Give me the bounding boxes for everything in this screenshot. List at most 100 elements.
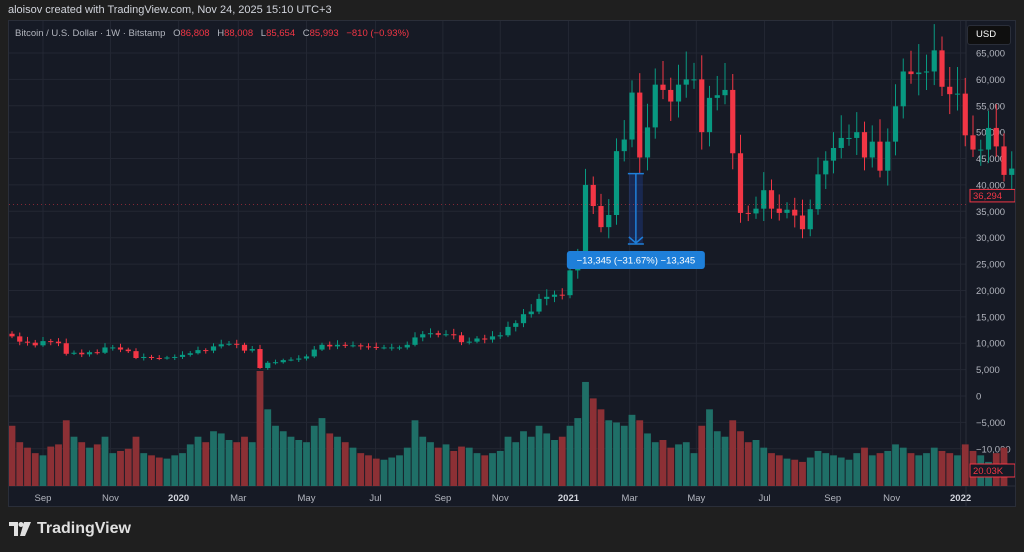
candle-body — [722, 89, 728, 96]
candle-body — [1009, 168, 1015, 175]
volume-bar — [543, 433, 551, 486]
candle-body — [117, 347, 124, 350]
candle-body — [497, 335, 503, 337]
volume-bar — [55, 444, 62, 486]
candle-body — [784, 209, 790, 213]
candle-body — [288, 359, 294, 361]
candle-body — [675, 84, 682, 102]
volume-bar — [589, 398, 597, 486]
candle-body — [699, 79, 705, 133]
tradingview-logo[interactable]: TradingView — [9, 520, 131, 538]
volume-bar — [768, 453, 775, 486]
volume-bar — [109, 453, 117, 486]
candle-body — [838, 137, 844, 148]
volume-bar — [760, 447, 768, 486]
price-tick-label: 30,000 — [976, 233, 1005, 244]
volume-bar — [256, 371, 264, 486]
currency-button[interactable]: USD — [967, 25, 1011, 45]
candle-body — [652, 84, 658, 128]
candle-body — [900, 71, 906, 107]
price-tick-label: 25,000 — [976, 260, 1005, 271]
candle-body — [823, 160, 829, 175]
volume-bar — [295, 440, 303, 486]
candle-body — [792, 209, 798, 216]
candle-body — [854, 132, 860, 138]
volume-bar — [752, 440, 760, 486]
time-tick-label: 2021 — [558, 493, 580, 504]
volume-bar — [504, 436, 512, 486]
price-tick-label: 10,000 — [976, 339, 1005, 350]
candle-body — [435, 333, 441, 335]
candle-body — [63, 343, 69, 354]
volume-bar — [148, 455, 155, 486]
last-volume-label: 20.03K — [973, 466, 1004, 477]
price-tick-label: 40,000 — [976, 180, 1005, 191]
volume-bar — [427, 442, 434, 486]
volume-bar — [667, 447, 675, 486]
brand-name: TradingView — [37, 520, 131, 537]
candle-body — [644, 127, 651, 158]
candle-body — [79, 352, 85, 355]
volume-bar — [775, 455, 783, 486]
candle-body — [815, 174, 821, 210]
candle-body — [761, 190, 767, 209]
price-tick-label: 65,000 — [976, 48, 1005, 59]
price-tick-label: 5,000 — [976, 365, 1000, 376]
volume-bar — [241, 436, 248, 486]
candle-body — [567, 270, 573, 296]
measure-label: −13,345 (−31.67%) −13,345 — [577, 255, 696, 266]
candle-body — [40, 341, 46, 346]
volume-bar — [388, 457, 396, 486]
volume-bar — [349, 447, 357, 486]
volume-bar — [682, 442, 690, 486]
candle-body — [9, 333, 15, 337]
volume-bar — [396, 455, 403, 486]
candle-body — [249, 349, 255, 351]
volume-bar — [915, 455, 923, 486]
time-tick-label: Nov — [883, 493, 900, 504]
candle-body — [365, 346, 372, 348]
candle-body — [807, 209, 813, 230]
last-price-tag — [969, 188, 1015, 203]
volume-bar — [442, 444, 450, 486]
volume-bar — [566, 425, 574, 486]
candle-body — [714, 95, 720, 98]
price-chart[interactable]: 65,00060,00055,00050,00045,00040,00035,0… — [9, 21, 1016, 507]
volume-bar — [419, 436, 427, 486]
candle-body — [396, 347, 403, 349]
volume-bar — [574, 418, 582, 486]
candle-body — [164, 357, 170, 359]
candle-body — [582, 184, 589, 257]
volume-bar — [783, 458, 791, 486]
volume-bar — [868, 455, 876, 486]
candle-body — [148, 356, 155, 359]
candle-body — [187, 353, 193, 355]
volume-bar — [194, 436, 202, 486]
candle-body — [985, 127, 992, 150]
volume-bar — [930, 447, 938, 486]
candle-body — [474, 338, 480, 342]
volume-bar — [597, 409, 605, 486]
candle-body — [350, 345, 356, 347]
candle-body — [799, 215, 806, 230]
volume-bar — [403, 447, 411, 486]
volume-bar — [644, 433, 651, 486]
volume-bar — [47, 446, 55, 486]
candle-body — [939, 50, 945, 87]
time-tick-label: Mar — [230, 493, 246, 504]
chart-panel[interactable]: Bitcoin / U.S. Dollar · 1W · Bitstamp O8… — [8, 20, 1016, 507]
candle-body — [265, 362, 271, 369]
volume-bar — [923, 453, 930, 486]
close-value: 85,993 — [309, 28, 339, 39]
candle-body — [730, 89, 736, 154]
volume-bar — [117, 450, 124, 486]
candle-body — [993, 127, 999, 147]
volume-bar — [729, 420, 737, 486]
volume-bar — [489, 453, 496, 486]
open-value: 86,808 — [180, 28, 210, 39]
volume-bar — [737, 431, 744, 486]
candle-body — [621, 139, 627, 152]
price-tick-label: 60,000 — [976, 75, 1005, 86]
candle-body — [319, 344, 325, 350]
volume-bar — [334, 436, 341, 486]
